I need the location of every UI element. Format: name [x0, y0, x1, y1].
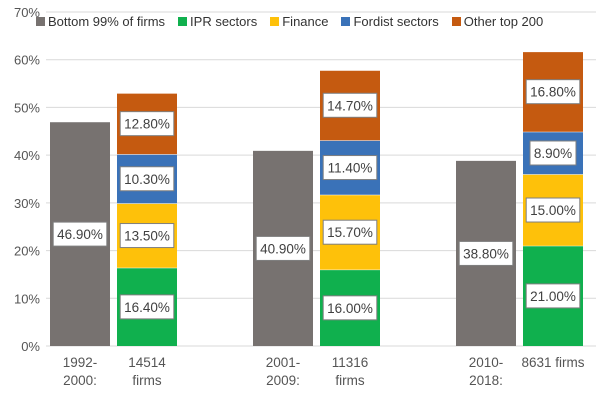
- legend-label-finance: Finance: [282, 14, 329, 29]
- data-label-other-top-200-box: [322, 92, 378, 118]
- data-label-finance: 15.70%: [327, 225, 373, 240]
- legend-swatch-other-top-200: [451, 17, 461, 26]
- data-label-other-top-200-box: [119, 111, 175, 137]
- legend-swatch-finance: [270, 17, 280, 26]
- x-firms-label: 14514: [128, 355, 166, 370]
- x-period-label: 2000:: [63, 373, 97, 388]
- data-label-fordist-sectors: 8.90%: [534, 146, 572, 161]
- legend-item-other-top-200: Other top 200: [451, 14, 544, 29]
- data-label-ipr-sectors-box: [322, 295, 378, 321]
- x-period-label: 1992-: [63, 355, 98, 370]
- data-label-other-top-200: 12.80%: [124, 117, 170, 132]
- y-tick-label: 50%: [14, 100, 40, 115]
- legend-label-ipr: IPR sectors: [190, 14, 258, 29]
- data-label-finance-box: [525, 197, 581, 223]
- y-tick-label: 0%: [21, 339, 40, 354]
- data-label-bottom-99-box: [52, 221, 108, 247]
- data-label-fordist-sectors-box: [119, 166, 175, 192]
- y-tick-label: 40%: [14, 148, 40, 163]
- legend: Bottom 99% of firms IPR sectors Finance …: [36, 14, 556, 29]
- data-label-fordist-sectors: 10.30%: [124, 172, 170, 187]
- legend-swatch-fordist: [341, 17, 351, 26]
- y-tick-label: 60%: [14, 53, 40, 68]
- data-label-bottom-99-box: [255, 235, 311, 261]
- legend-item-ipr: IPR sectors: [178, 14, 257, 29]
- legend-item-fordist: Fordist sectors: [341, 14, 439, 29]
- data-label-other-top-200-box: [525, 79, 581, 105]
- y-tick-label: 10%: [14, 291, 40, 306]
- data-label-ipr-sectors: 16.40%: [124, 300, 170, 315]
- data-label-finance-box: [119, 223, 175, 249]
- data-label-finance: 15.00%: [530, 203, 576, 218]
- legend-label-bottom-99: Bottom 99% of firms: [48, 14, 166, 29]
- x-period-label: 2018:: [469, 373, 503, 388]
- y-tick-label: 30%: [14, 196, 40, 211]
- x-period-label: 2009:: [266, 373, 300, 388]
- data-label-bottom-99: 40.90%: [260, 241, 306, 256]
- data-label-bottom-99-box: [458, 240, 514, 266]
- data-label-ipr-sectors: 21.00%: [530, 289, 576, 304]
- legend-item-bottom-99: Bottom 99% of firms: [36, 14, 165, 29]
- data-label-fordist-sectors-box: [322, 155, 378, 181]
- data-label-ipr-sectors: 16.00%: [327, 301, 373, 316]
- data-label-ipr-sectors-box: [119, 294, 175, 320]
- data-label-finance-box: [322, 219, 378, 245]
- x-firms-label: firms: [132, 373, 161, 388]
- data-label-finance: 13.50%: [124, 229, 170, 244]
- y-tick-label: 70%: [14, 5, 40, 20]
- data-label-fordist-sectors: 11.40%: [328, 161, 373, 176]
- legend-item-finance: Finance: [270, 14, 328, 29]
- legend-label-fordist: Fordist sectors: [353, 14, 439, 29]
- data-label-bottom-99: 38.80%: [463, 246, 509, 261]
- x-period-label: 2010-: [469, 355, 504, 370]
- data-label-other-top-200: 14.70%: [327, 98, 373, 113]
- x-firms-label: 11316: [332, 355, 369, 370]
- legend-label-other-top-200: Other top 200: [463, 14, 544, 29]
- y-tick-label: 20%: [14, 244, 40, 259]
- data-label-fordist-sectors-box: [529, 140, 577, 166]
- x-firms-label: 8631 firms: [521, 355, 584, 370]
- data-label-other-top-200: 16.80%: [530, 85, 576, 100]
- x-period-label: 2001-: [266, 355, 301, 370]
- x-firms-label: firms: [335, 373, 364, 388]
- legend-swatch-bottom-99: [36, 17, 45, 26]
- data-label-bottom-99: 46.90%: [57, 227, 103, 242]
- legend-swatch-ipr: [178, 17, 188, 26]
- data-label-ipr-sectors-box: [525, 283, 581, 309]
